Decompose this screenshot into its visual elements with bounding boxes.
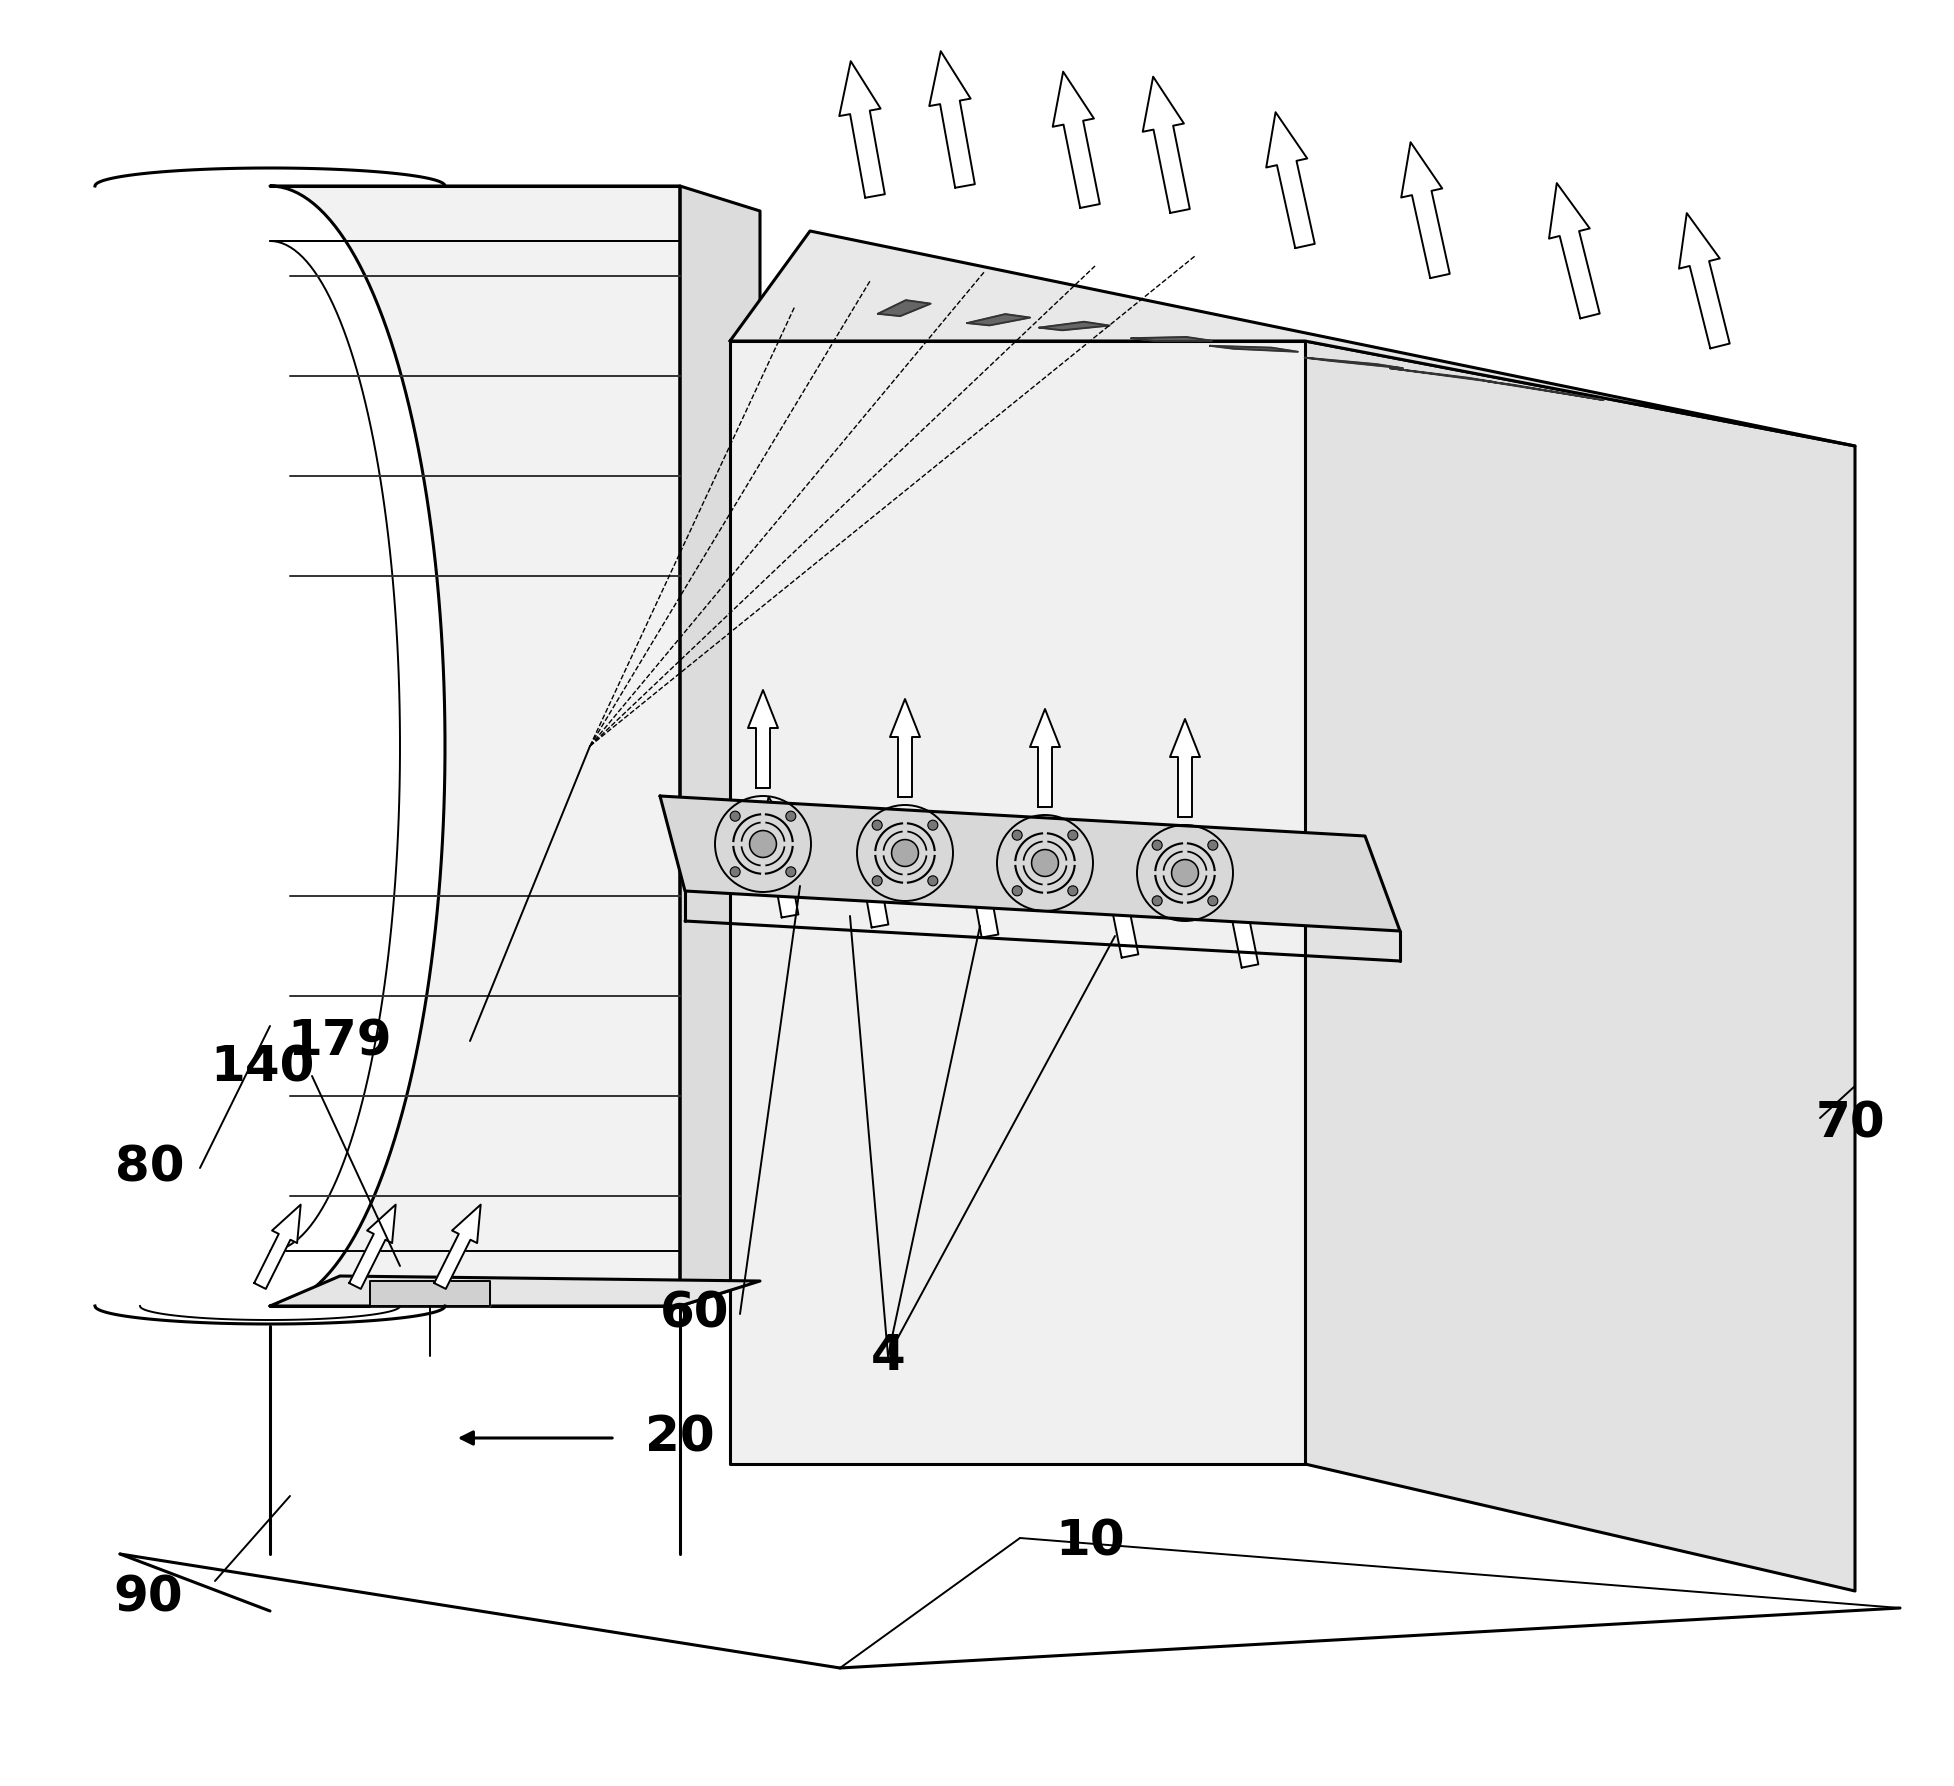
Polygon shape (758, 797, 799, 918)
Circle shape (1012, 830, 1022, 839)
Polygon shape (1305, 357, 1403, 368)
Circle shape (891, 839, 918, 866)
Polygon shape (1098, 838, 1139, 957)
Polygon shape (1389, 368, 1495, 382)
Circle shape (786, 811, 795, 822)
Circle shape (731, 811, 741, 822)
Circle shape (1208, 897, 1217, 906)
Circle shape (731, 866, 741, 877)
Circle shape (871, 875, 881, 886)
Text: 80: 80 (115, 1145, 186, 1191)
Polygon shape (1266, 113, 1315, 248)
Polygon shape (270, 186, 680, 1306)
Text: 4: 4 (871, 1332, 905, 1381)
Polygon shape (1550, 184, 1600, 318)
Polygon shape (254, 1204, 301, 1289)
Text: 60: 60 (660, 1289, 729, 1338)
Polygon shape (877, 300, 930, 316)
Polygon shape (930, 52, 975, 188)
Polygon shape (1030, 709, 1059, 807)
Text: 70: 70 (1815, 1100, 1886, 1148)
Circle shape (871, 820, 881, 830)
Text: 10: 10 (1055, 1516, 1126, 1565)
Polygon shape (1170, 720, 1200, 816)
Circle shape (928, 875, 938, 886)
Polygon shape (1053, 71, 1100, 207)
Circle shape (1172, 859, 1198, 886)
Circle shape (1012, 886, 1022, 897)
Polygon shape (660, 797, 1399, 931)
Circle shape (1153, 897, 1163, 906)
Polygon shape (1210, 346, 1297, 352)
Polygon shape (1217, 847, 1258, 968)
Polygon shape (270, 1275, 760, 1306)
Circle shape (928, 820, 938, 830)
Polygon shape (848, 807, 889, 927)
Polygon shape (731, 341, 1305, 1465)
Circle shape (1208, 839, 1217, 850)
Polygon shape (1305, 341, 1854, 1591)
Circle shape (786, 866, 795, 877)
Circle shape (1153, 839, 1163, 850)
Polygon shape (350, 1204, 397, 1289)
Circle shape (1067, 886, 1079, 897)
Polygon shape (434, 1204, 481, 1289)
Text: 20: 20 (645, 1415, 715, 1463)
Circle shape (1067, 830, 1079, 839)
Polygon shape (1143, 77, 1190, 213)
Polygon shape (967, 314, 1030, 325)
Polygon shape (731, 230, 1854, 446)
Circle shape (1032, 850, 1059, 877)
Polygon shape (1131, 338, 1211, 341)
Polygon shape (1487, 382, 1604, 400)
Polygon shape (1678, 213, 1729, 348)
Polygon shape (680, 186, 760, 1306)
Polygon shape (748, 689, 778, 788)
Circle shape (750, 830, 776, 857)
Polygon shape (369, 1281, 490, 1306)
Text: 140: 140 (209, 1045, 315, 1091)
Polygon shape (1401, 143, 1450, 279)
Polygon shape (889, 698, 920, 797)
Polygon shape (840, 61, 885, 198)
Polygon shape (1040, 321, 1110, 330)
Text: 179: 179 (287, 1016, 393, 1064)
Text: 90: 90 (113, 1573, 184, 1622)
Polygon shape (959, 816, 998, 938)
